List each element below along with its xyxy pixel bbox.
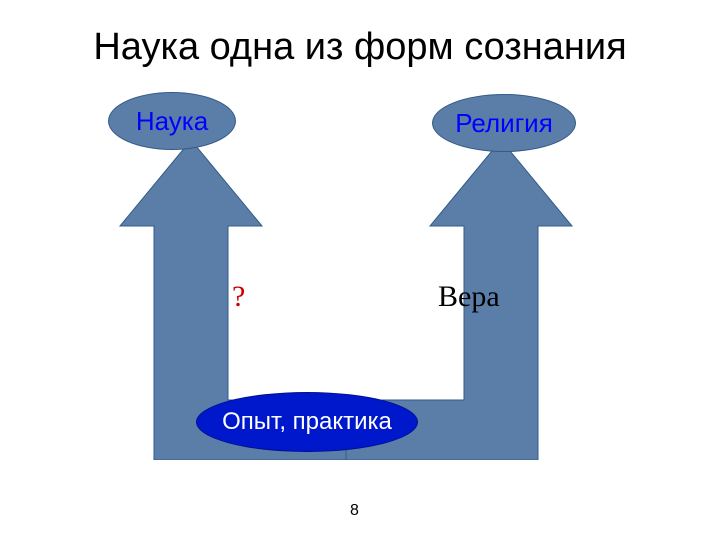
ellipse-practice: Опыт, практика	[196, 392, 418, 452]
ellipse-science-label: Наука	[136, 106, 208, 137]
slide-title: Наука одна из форм сознания	[0, 26, 720, 69]
ellipse-religion-label: Религия	[455, 108, 553, 139]
ellipse-religion: Религия	[432, 94, 576, 152]
slide: { "canvas": { "width": 720, "height": 54…	[0, 0, 720, 540]
page-number: 8	[350, 502, 359, 520]
ellipse-science: Наука	[108, 92, 236, 150]
label-faith: Вера	[438, 280, 500, 314]
label-question: ?	[232, 280, 245, 314]
ellipse-practice-label: Опыт, практика	[222, 408, 392, 436]
